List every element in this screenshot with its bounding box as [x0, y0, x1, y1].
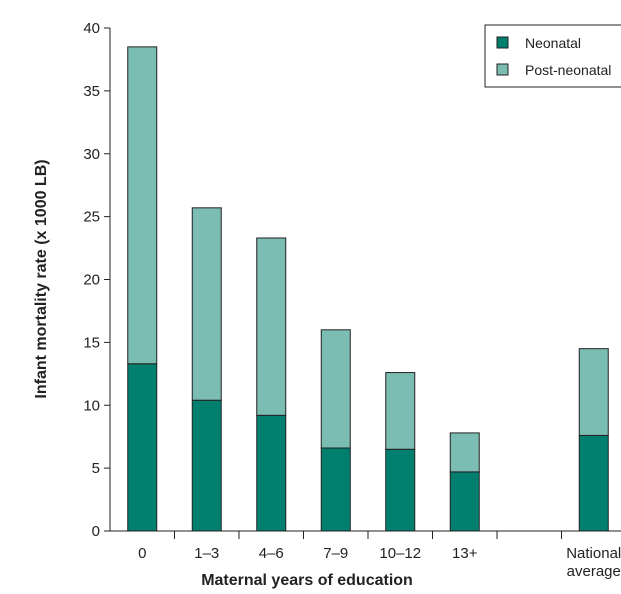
y-tick-label: 15: [83, 334, 100, 351]
legend-swatch-neonatal: [496, 36, 509, 49]
legend: Neonatal Post-neonatal: [484, 24, 621, 88]
y-tick-label: 20: [83, 272, 100, 289]
y-tick-label: 30: [83, 146, 100, 163]
bar-post-neonatal: [320, 329, 351, 449]
x-tick-label: 10–12: [379, 545, 421, 562]
y-tick-label: 5: [92, 460, 100, 477]
legend-label-neonatal: Neonatal: [525, 35, 581, 51]
x-tick-label: 7–9: [323, 545, 348, 562]
bar-post-neonatal: [385, 372, 416, 450]
x-tick-label: 4–6: [259, 545, 284, 562]
y-axis-ticks: 0 5 10 15 20 25 30 35 40: [83, 20, 110, 540]
y-tick-label: 35: [83, 83, 100, 100]
y-tick-label: 40: [83, 20, 100, 37]
legend-swatch-post-neonatal: [496, 63, 509, 76]
y-tick-label: 25: [83, 209, 100, 226]
x-tick-label: average: [567, 563, 621, 580]
bar-post-neonatal: [127, 46, 158, 365]
bar-neonatal: [449, 471, 480, 532]
bar-post-neonatal: [256, 237, 287, 416]
bars: [127, 46, 609, 532]
x-tick-label: National: [566, 545, 621, 562]
bar-post-neonatal: [449, 432, 480, 473]
bar-post-neonatal: [578, 348, 609, 436]
y-tick-label: 10: [83, 397, 100, 414]
bar-neonatal: [385, 448, 416, 532]
y-tick-label: 0: [92, 523, 100, 540]
y-axis-title: Infant mortality rate (x 1000 LB): [33, 159, 50, 398]
bar-neonatal: [578, 434, 609, 532]
legend-label-post-neonatal: Post-neonatal: [525, 62, 611, 78]
legend-box: [484, 24, 621, 88]
x-tick-label: 1–3: [194, 545, 219, 562]
bar-post-neonatal: [191, 207, 222, 401]
bar-neonatal: [127, 363, 158, 532]
x-tick-label: 0: [138, 545, 146, 562]
x-axis-title: Maternal years of education: [201, 572, 413, 589]
x-tick-label: 13+: [452, 545, 478, 562]
bar-neonatal: [320, 447, 351, 532]
bar-neonatal: [256, 414, 287, 532]
bar-neonatal: [191, 399, 222, 532]
